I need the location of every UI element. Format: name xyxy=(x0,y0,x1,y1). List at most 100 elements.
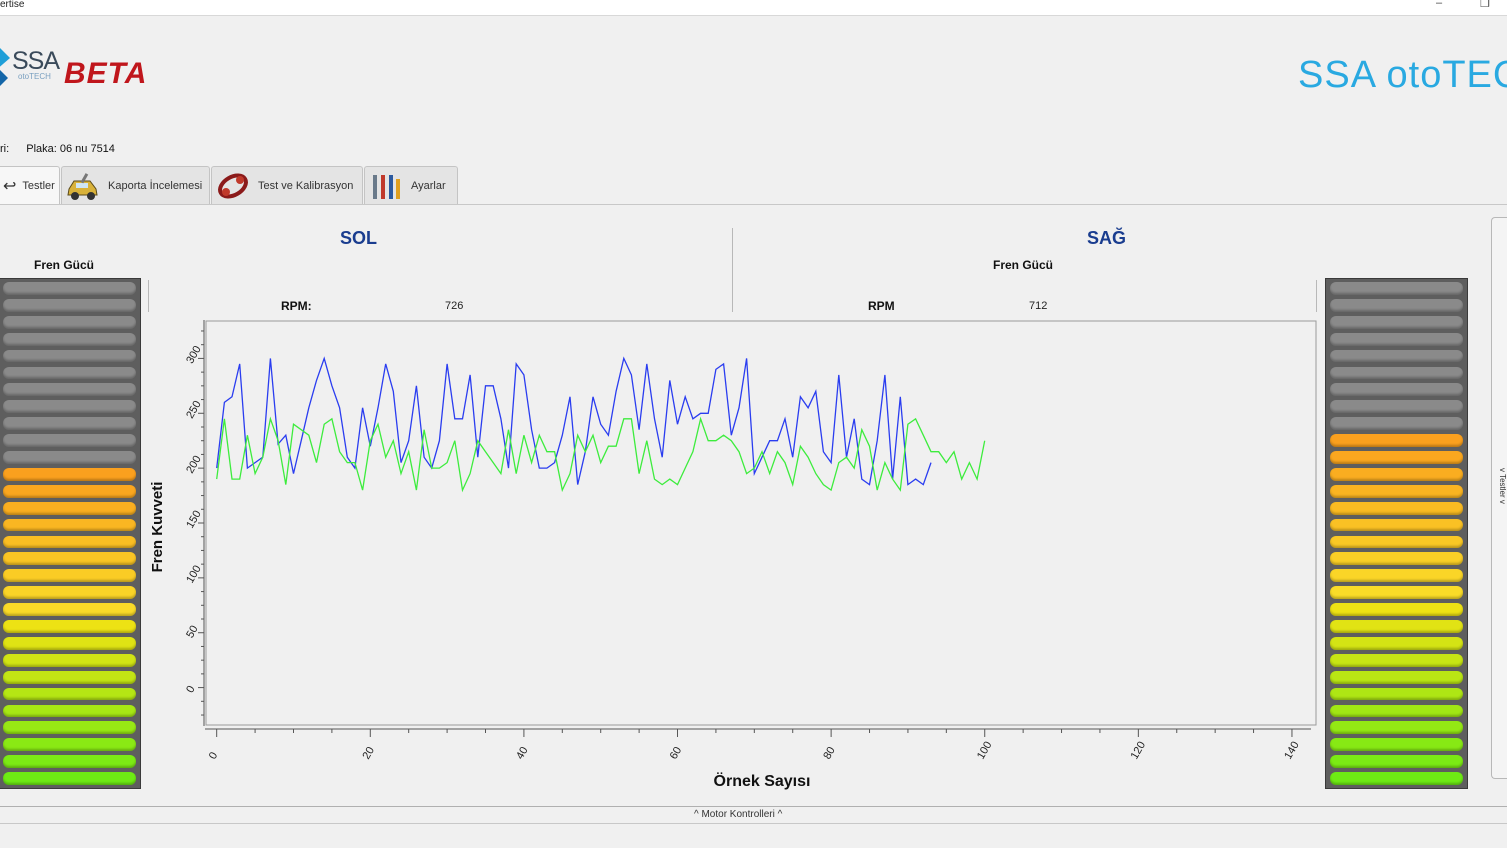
meter-segment xyxy=(1330,400,1463,414)
meter-segment xyxy=(1330,282,1463,295)
x-tick-label: 100 xyxy=(975,740,995,762)
right-rpm-value: 712 xyxy=(1029,300,1048,312)
status-divider xyxy=(0,823,1507,824)
meter-segment xyxy=(3,349,136,363)
x-tick-label: 120 xyxy=(1129,740,1149,762)
meter-segment xyxy=(3,603,136,616)
meter-segment xyxy=(1330,653,1463,667)
y-axis: 0 50 100 150 200 250 300 Fren Kuvveti xyxy=(149,320,205,726)
left-fren-label: Fren Gücü xyxy=(34,258,95,272)
meter-segment xyxy=(1330,535,1463,549)
meter-segment xyxy=(3,586,136,600)
meter-segment xyxy=(3,451,136,464)
info-prefix: ri: xyxy=(0,143,10,155)
meter-segment xyxy=(3,653,136,667)
logo-text: SSA xyxy=(12,47,60,75)
meter-segment xyxy=(1330,636,1463,650)
meter-segment xyxy=(1330,772,1463,785)
y-tick-label: 100 xyxy=(184,563,204,585)
left-rpm-value: 726 xyxy=(445,300,464,312)
panel-divider xyxy=(732,228,733,312)
brake-force-chart xyxy=(205,320,1317,726)
tools-icon xyxy=(373,174,400,199)
meter-segment xyxy=(1330,738,1463,752)
logo-subtext: otoTECH xyxy=(18,72,51,81)
meter-segment xyxy=(1330,620,1463,633)
meter-segment xyxy=(1330,298,1463,312)
meter-segment xyxy=(1330,755,1463,769)
title-bar: ertise – ❐ xyxy=(0,0,1507,16)
series-line-1 xyxy=(216,356,932,486)
x-tick-label: 0 xyxy=(207,750,220,761)
meter-segment xyxy=(1330,501,1463,515)
meter-segment xyxy=(3,620,136,633)
meter-segment xyxy=(3,332,136,346)
right-brake-meter xyxy=(1325,278,1468,789)
meter-segment xyxy=(1330,603,1463,616)
meter-segment xyxy=(1330,670,1463,684)
meter-segment xyxy=(1330,349,1463,363)
y-axis-title: Fren Kuvveti xyxy=(149,482,166,573)
meter-segment xyxy=(3,383,136,397)
meter-segment xyxy=(1330,484,1463,498)
meter-segment xyxy=(1330,586,1463,600)
testler-side-toggle[interactable]: v Testler v xyxy=(1491,217,1507,779)
tab-label: Kaporta İncelemesi xyxy=(108,179,203,192)
meter-segment xyxy=(3,484,136,498)
tab-ayarlar[interactable]: Ayarlar xyxy=(364,166,458,204)
x-axis-title: Örnek Sayısı xyxy=(714,771,811,790)
minimize-button[interactable]: – xyxy=(1436,0,1443,9)
tab-content-border xyxy=(0,204,1507,205)
x-tick-label: 20 xyxy=(360,745,377,762)
testler-icon: ↩ xyxy=(3,178,17,195)
tab-kaporta[interactable]: Kaporta İncelemesi xyxy=(61,166,210,204)
tab-label: Testler xyxy=(22,180,55,192)
window-title: ertise xyxy=(0,0,25,10)
series-line-2 xyxy=(216,416,986,493)
meter-segment xyxy=(3,738,136,752)
right-rpm-label: RPM xyxy=(868,299,895,313)
x-tick-label: 40 xyxy=(514,745,531,762)
meter-segment xyxy=(1330,451,1463,464)
tab-test-kalibrasyon[interactable]: Test ve Kalibrasyon xyxy=(211,166,363,204)
plot-area xyxy=(205,320,1317,726)
meter-segment xyxy=(3,467,136,481)
meter-segment xyxy=(3,772,136,785)
left-divider xyxy=(148,280,149,312)
x-tick-label: 140 xyxy=(1282,740,1302,762)
meter-segment xyxy=(1330,315,1463,329)
x-tick-label: 60 xyxy=(668,745,685,762)
meter-segment xyxy=(1330,569,1463,583)
meter-segment xyxy=(3,569,136,583)
left-rpm-label: RPM: xyxy=(281,299,312,313)
meter-segment xyxy=(1330,332,1463,346)
meter-segment xyxy=(3,298,136,312)
y-tick-label: 0 xyxy=(184,684,197,695)
sol-title: SOL xyxy=(340,228,378,248)
y-tick-label: 200 xyxy=(184,454,204,476)
tab-testler[interactable]: ↩ Testler xyxy=(0,166,60,205)
tab-label: Test ve Kalibrasyon xyxy=(258,179,354,192)
left-brake-meter xyxy=(0,278,141,789)
meter-segment xyxy=(1330,552,1463,566)
meter-segment xyxy=(1330,467,1463,481)
brand-logo-right: SSA otoTECH xyxy=(1298,54,1507,96)
meter-segment xyxy=(3,552,136,566)
y-tick-label: 300 xyxy=(184,344,204,366)
right-fren-label: Fren Gücü xyxy=(993,258,1054,272)
meter-segment xyxy=(3,636,136,650)
motor-controls-toggle[interactable]: ^ Motor Kontrolleri ^ xyxy=(694,809,783,820)
logo-mark-icon xyxy=(0,48,10,86)
plate-label: Plaka: 06 nu 7514 xyxy=(26,143,115,155)
meter-segment xyxy=(3,366,136,380)
meter-segment xyxy=(1330,417,1463,431)
meter-segment xyxy=(1330,366,1463,380)
y-tick-label: 250 xyxy=(184,399,204,421)
meter-segment xyxy=(3,282,136,295)
restore-button[interactable]: ❐ xyxy=(1480,0,1490,10)
sag-title: SAĞ xyxy=(1087,228,1127,248)
tab-bar: ↩ Testler Kaporta İncelemesi Test ve Kal… xyxy=(0,166,1507,205)
meter-segment xyxy=(3,400,136,414)
meter-segment xyxy=(3,755,136,769)
y-tick-label: 50 xyxy=(184,624,201,641)
